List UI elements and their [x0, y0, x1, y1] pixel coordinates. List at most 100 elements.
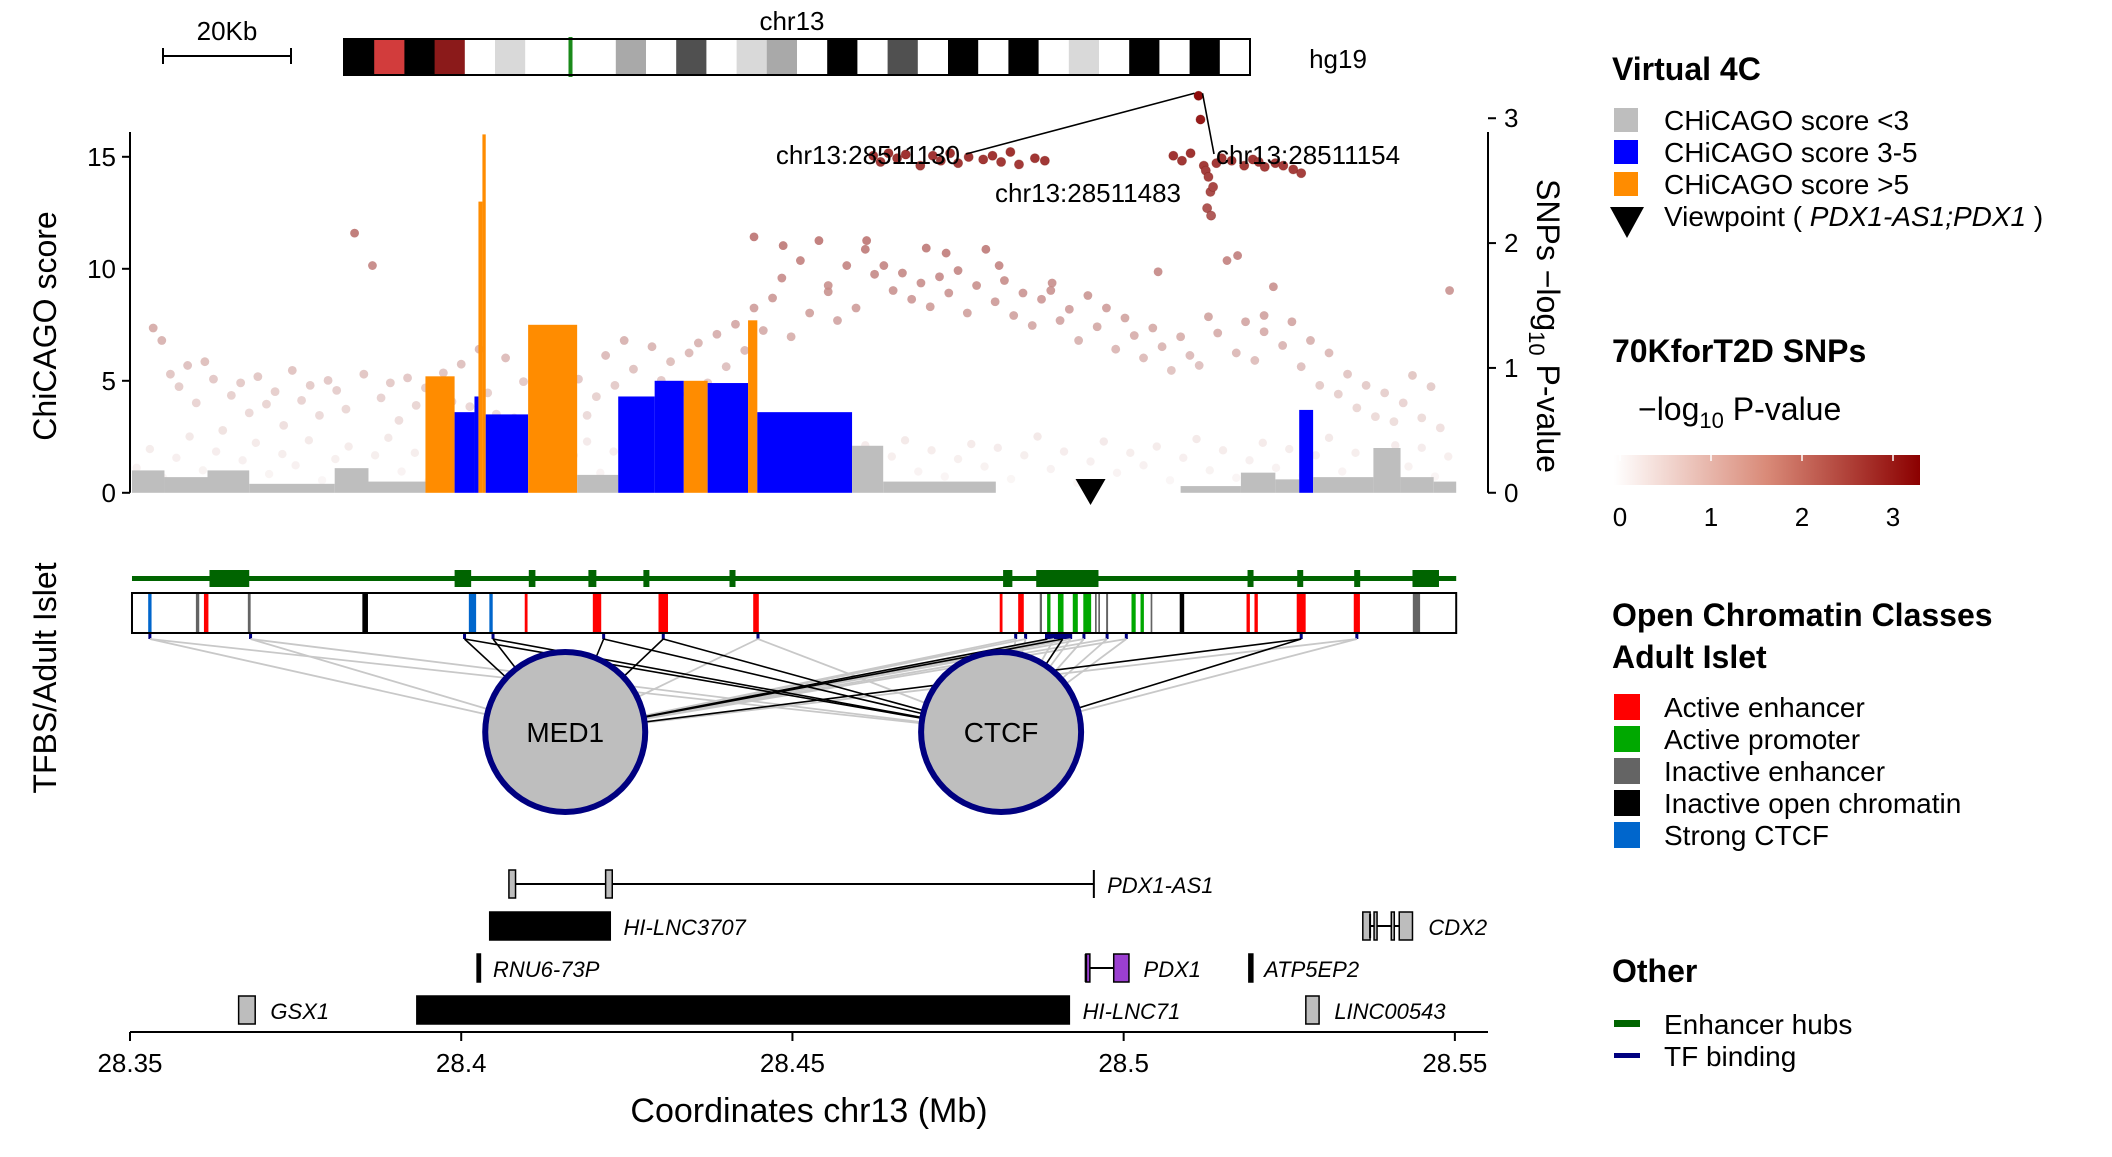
snp-point [465, 402, 475, 412]
snp-point [456, 359, 466, 369]
enhancer-hub [454, 570, 472, 587]
y2-axis-title-suffix: P-value [1530, 356, 1566, 473]
ideogram-band [404, 39, 436, 75]
snp-point [927, 446, 936, 455]
chicago-bar [425, 376, 455, 493]
tf-binding-tick [602, 633, 606, 639]
ideogram-band [917, 39, 949, 75]
snp-point [1233, 251, 1242, 260]
y2-axis-tick-label: 2 [1504, 228, 1518, 258]
snp-point [1059, 447, 1069, 456]
snp-point-high [1216, 153, 1227, 164]
ideogram-band [525, 39, 556, 75]
gene-hi-lnc71: HI-LNC71 [416, 995, 1180, 1025]
snp-point [403, 373, 412, 383]
snp-point [1086, 457, 1095, 466]
snp-point [253, 372, 263, 382]
legend-chromatin-title-line2: Adult Islet [1612, 639, 1767, 675]
chromatin-segment [1246, 593, 1250, 633]
chicago-bar [883, 481, 996, 493]
gene-exon [1112, 953, 1130, 983]
chicago-bar [1400, 477, 1434, 493]
tfbs-node-label: MED1 [526, 717, 604, 748]
chromatin-segment [148, 593, 152, 633]
snp-point [1333, 389, 1343, 399]
snp-point [1020, 451, 1029, 460]
snp-point [315, 410, 324, 420]
chromatin-segment [1057, 593, 1064, 633]
legend-active-enhancer-swatch [1614, 694, 1640, 720]
snp-point-high [978, 154, 989, 165]
snp-point [1324, 433, 1334, 443]
legend-chromatin-title-line1: Open Chromatin Classes [1612, 597, 1993, 633]
snp-point [1185, 351, 1195, 360]
ideogram-band [646, 39, 677, 75]
snp-point [1445, 286, 1454, 295]
gene-gsx1: GSX1 [237, 995, 329, 1025]
snp-point [1259, 327, 1269, 337]
snp-point [731, 319, 740, 329]
tf-binding-tick [1124, 633, 1128, 639]
snp-point [823, 287, 833, 297]
snp-point-high [1296, 168, 1307, 179]
snp-point [1324, 348, 1334, 358]
y-axis-tick-label: 10 [87, 254, 116, 284]
snp-point [1343, 369, 1352, 379]
snp-point [862, 236, 872, 245]
enhancer-hub [588, 570, 597, 587]
snp-point [1271, 463, 1281, 472]
snp-point-high [945, 148, 956, 159]
legend-active-enhancer-label: Active enhancer [1664, 692, 1865, 723]
snp-point [411, 400, 421, 410]
gene-track: PDX1-AS1 HI-LNC3707 CDX2 RNU6-73P PDX1 ATP5EP… [237, 869, 1487, 1025]
snp-point [777, 273, 787, 283]
tfbs-edge-weak [565, 638, 1127, 733]
snp-point [898, 268, 907, 278]
enhancer-hub [528, 570, 536, 587]
snp-point [370, 451, 380, 460]
snp-point [749, 303, 759, 313]
legend-3to5-swatch [1614, 140, 1638, 164]
tfbs-node-med1 [482, 649, 649, 815]
snp-point [1352, 403, 1362, 413]
snp-point [981, 244, 991, 254]
gene-label: LINC00543 [1334, 999, 1446, 1024]
snp-point [1120, 313, 1130, 323]
ideogram-band [887, 39, 919, 75]
chicago-bar [131, 470, 165, 493]
legend-viewpoint-label: Viewpoint ( PDX1-AS1;PDX1 ) [1664, 201, 2043, 232]
snp-point [1027, 321, 1037, 330]
snp-point-high [1202, 203, 1213, 214]
y-axis-title: ChiCAGO score [27, 211, 63, 440]
snp-point [786, 332, 796, 342]
snp-annotation-label: chr13:28511154 [1216, 140, 1400, 170]
tf-binding-tick [463, 633, 467, 639]
snp-point [1306, 336, 1315, 345]
snp-point [331, 454, 340, 464]
legend-snps-colorbar [1614, 455, 1920, 485]
snp-point [1444, 452, 1453, 461]
legend-lt3-swatch [1614, 108, 1638, 132]
snp-point [368, 261, 377, 270]
snp-point [1259, 311, 1269, 320]
tf-binding-block [1045, 633, 1072, 639]
snp-point [900, 436, 910, 445]
snp-point [132, 463, 141, 472]
snp-point [609, 447, 618, 456]
snp-point [236, 378, 246, 388]
snp-point [1033, 432, 1042, 441]
snp-point-high [953, 158, 964, 169]
snp-point [1074, 336, 1084, 345]
snp-point [1000, 276, 1009, 285]
snp-point-high [1013, 159, 1024, 170]
snp-low-points [148, 228, 1454, 435]
snp-point [1268, 282, 1278, 292]
snp-point-high [1185, 148, 1196, 159]
tf-binding-tick [756, 633, 760, 639]
snp-point [359, 369, 369, 379]
snp-point [1287, 317, 1297, 327]
snp-point [1389, 417, 1399, 427]
gene-linc00543: LINC00543 [1305, 995, 1446, 1025]
snp-point [1153, 267, 1163, 277]
snp-point [1241, 317, 1250, 327]
